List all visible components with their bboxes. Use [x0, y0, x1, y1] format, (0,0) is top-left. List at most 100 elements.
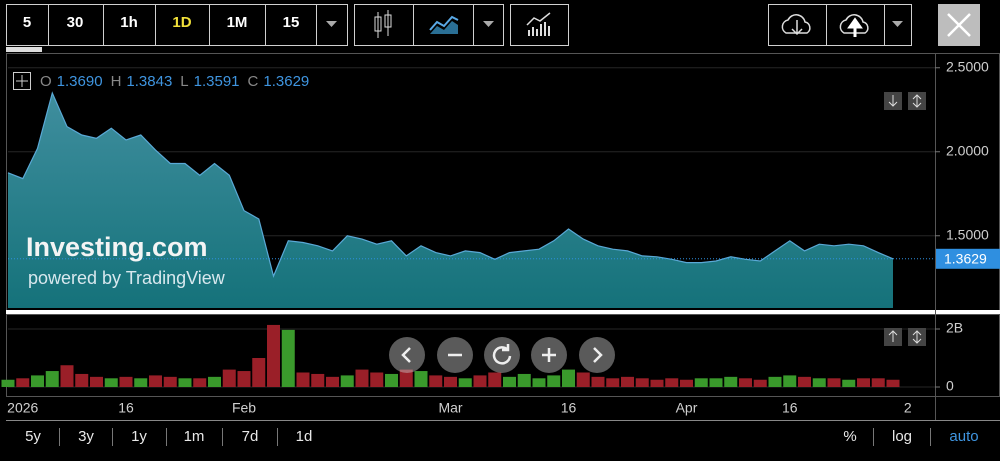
interval-button[interactable]: 5	[23, 14, 31, 31]
ohlc-value: 1.3591	[194, 73, 240, 90]
volume-bar	[178, 378, 192, 387]
volume-bar	[665, 378, 679, 387]
close-button[interactable]	[938, 4, 980, 46]
volume-bar	[326, 376, 339, 387]
watermark-logo: Investing.com	[26, 232, 208, 262]
volume-bar	[399, 369, 413, 387]
x-tick-label: 16	[118, 400, 134, 416]
interval-button[interactable]: 1M	[227, 14, 248, 31]
tab-indicator	[6, 47, 42, 52]
volume-bar	[709, 378, 723, 387]
volume-bar	[576, 372, 590, 387]
volume-bar	[503, 376, 516, 387]
last-value-box	[936, 248, 1000, 269]
cloud-download-icon[interactable]	[781, 14, 811, 36]
reset-button[interactable]	[484, 337, 520, 373]
pane-icon	[912, 330, 922, 344]
icon	[593, 347, 603, 363]
volume-bar	[16, 378, 30, 387]
icon	[492, 344, 512, 365]
interval-button[interactable]: 1h	[120, 14, 138, 31]
volume-bar	[267, 324, 280, 387]
volume-bar	[783, 375, 797, 387]
ohlc-value: 1.3690	[57, 73, 103, 90]
volume-bar	[208, 376, 221, 387]
volume-bar	[134, 378, 148, 387]
volume-bar	[193, 378, 207, 387]
volume-bar	[281, 329, 295, 387]
y-tick-label: 2.5000	[946, 58, 989, 74]
volume-bar	[798, 376, 811, 387]
volume-bar	[45, 371, 59, 387]
ohlc-key: L	[180, 73, 188, 90]
ohlc-value: 1.3843	[126, 73, 172, 90]
x-tick-label: Apr	[676, 400, 698, 416]
interval-button-active[interactable]: 1D	[172, 14, 191, 31]
volume-bar	[296, 372, 310, 387]
area-icon[interactable]	[429, 15, 459, 34]
x-tick-label: 16	[561, 400, 577, 416]
pane-icon	[912, 94, 922, 108]
range-button[interactable]: 1m	[184, 428, 205, 445]
range-button[interactable]: 5y	[25, 428, 41, 445]
volume-bar	[635, 378, 649, 387]
volume-bar	[473, 375, 487, 387]
ohlc-key: C	[248, 73, 259, 90]
icon	[401, 347, 411, 363]
plot-layer	[1, 67, 935, 388]
volume-bar	[562, 369, 575, 387]
y-tick-label: 1.5000	[946, 226, 989, 242]
x-tick-label: 2	[904, 400, 912, 416]
range-button[interactable]: 1y	[131, 428, 147, 445]
volume-bar	[591, 376, 605, 387]
dropdown-arrow[interactable]	[892, 21, 903, 27]
cloud-group	[768, 4, 912, 46]
range-button[interactable]: 1d	[296, 428, 313, 445]
dropdown-arrow[interactable]	[483, 21, 494, 27]
interval-button[interactable]: 30	[67, 14, 84, 31]
volume-bar	[311, 373, 325, 387]
volume-bar	[768, 376, 782, 387]
volume-bar	[429, 375, 443, 387]
volume-bar	[753, 379, 767, 387]
area-fill	[8, 93, 893, 308]
auto-toggle[interactable]: auto	[949, 428, 978, 445]
pane-icon	[888, 95, 898, 107]
percent-toggle[interactable]: %	[843, 428, 856, 445]
cloud-upload-icon[interactable]	[839, 14, 869, 37]
close-icon[interactable]	[947, 13, 971, 37]
interval-button[interactable]: 15	[283, 14, 300, 31]
interval-group: 5 30 1h 1D 1M 15	[6, 4, 348, 46]
log-toggle[interactable]: log	[892, 428, 912, 445]
interval-box	[6, 4, 348, 46]
range-button[interactable]: 7d	[242, 428, 259, 445]
ohlc-key: H	[111, 73, 122, 90]
dropdown-arrow[interactable]	[326, 21, 337, 27]
scroll-left-button[interactable]	[389, 337, 425, 373]
volume-bar	[871, 378, 885, 387]
x-tick-label: 16	[782, 400, 798, 416]
volume-bar	[104, 378, 118, 387]
pane-icon	[888, 330, 898, 342]
volume-bar	[252, 358, 266, 387]
expand-icon[interactable]	[13, 72, 31, 90]
volume-bar	[458, 378, 472, 387]
watermark-caption: powered by TradingView	[28, 268, 226, 288]
volume-bar	[149, 375, 162, 387]
volume-bar	[517, 373, 531, 387]
volume-bar	[75, 373, 89, 387]
range-button[interactable]: 3y	[78, 428, 94, 445]
volume-bar	[355, 369, 369, 387]
candle-icon[interactable]	[374, 10, 392, 38]
volume-bar	[31, 375, 44, 387]
volume-bar	[222, 369, 236, 387]
volume-bar	[444, 376, 457, 387]
volume-bar	[842, 379, 856, 387]
indicator-icon[interactable]	[526, 12, 551, 36]
indicator-group	[510, 4, 569, 46]
volume-bar	[886, 379, 900, 387]
scroll-right-button[interactable]	[579, 337, 615, 373]
volume-bar	[370, 372, 384, 387]
volume-bar	[547, 375, 561, 387]
